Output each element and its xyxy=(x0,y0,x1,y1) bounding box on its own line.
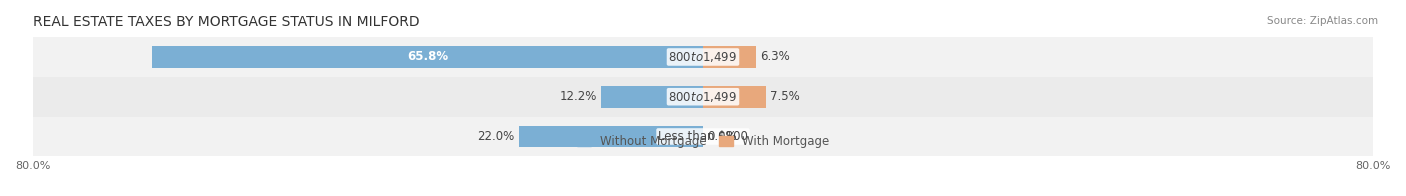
Text: 12.2%: 12.2% xyxy=(560,90,596,103)
Bar xyxy=(519,126,703,147)
Bar xyxy=(703,46,756,68)
Text: REAL ESTATE TAXES BY MORTGAGE STATUS IN MILFORD: REAL ESTATE TAXES BY MORTGAGE STATUS IN … xyxy=(32,15,419,29)
Legend: Without Mortgage, With Mortgage: Without Mortgage, With Mortgage xyxy=(572,130,834,153)
Text: 7.5%: 7.5% xyxy=(770,90,800,103)
Bar xyxy=(32,37,1374,77)
Text: 22.0%: 22.0% xyxy=(477,130,515,143)
Bar xyxy=(703,86,766,108)
Bar xyxy=(32,77,1374,117)
Text: 6.3%: 6.3% xyxy=(761,51,790,64)
Text: 0.0%: 0.0% xyxy=(707,130,737,143)
Text: $800 to $1,499: $800 to $1,499 xyxy=(668,50,738,64)
Text: Source: ZipAtlas.com: Source: ZipAtlas.com xyxy=(1267,16,1378,26)
Text: Less than $800: Less than $800 xyxy=(658,130,748,143)
Text: 65.8%: 65.8% xyxy=(406,51,449,64)
Bar xyxy=(600,86,703,108)
Bar xyxy=(32,117,1374,156)
Bar xyxy=(152,46,703,68)
Text: $800 to $1,499: $800 to $1,499 xyxy=(668,90,738,104)
